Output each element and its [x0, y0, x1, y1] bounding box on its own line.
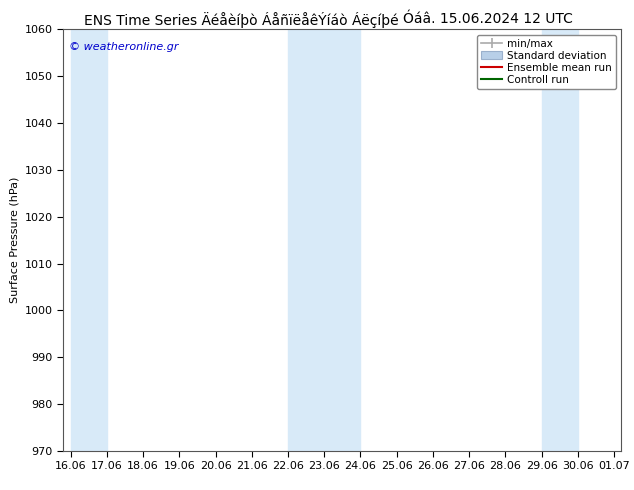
Bar	[288, 29, 361, 451]
Legend: min/max, Standard deviation, Ensemble mean run, Controll run: min/max, Standard deviation, Ensemble me…	[477, 35, 616, 89]
Y-axis label: Surface Pressure (hPa): Surface Pressure (hPa)	[10, 177, 19, 303]
Bar	[541, 29, 578, 451]
Text: Óáâ. 15.06.2024 12 UTC: Óáâ. 15.06.2024 12 UTC	[403, 12, 573, 26]
Bar	[70, 29, 107, 451]
Text: ENS Time Series Äéåèíþò ÁåñïëåêÝíáò Áëçíþé: ENS Time Series Äéåèíþò ÁåñïëåêÝíáò Áëçí…	[84, 12, 398, 28]
Text: © weatheronline.gr: © weatheronline.gr	[69, 42, 179, 52]
